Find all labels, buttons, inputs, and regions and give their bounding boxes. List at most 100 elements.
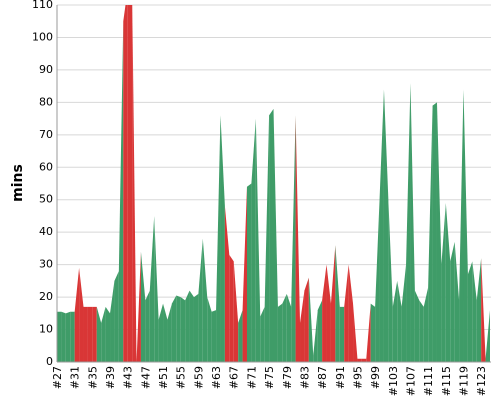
x-tick-label: #39: [104, 366, 117, 389]
area-segment: [295, 115, 301, 362]
area-segment: [224, 206, 230, 362]
area-segment: [419, 300, 424, 362]
area-segment: [101, 306, 106, 362]
area-segment: [401, 264, 407, 362]
area-segment: [83, 306, 88, 362]
labels: 0 10 20 30 40 50 60 70 80 90 100 110 #27 #31 #35 #39 #43…: [32, 0, 488, 396]
area-segment: [229, 254, 234, 362]
x-tick-label: #51: [157, 366, 170, 389]
area-segment: [379, 89, 384, 362]
area-segment: [375, 199, 380, 362]
area-segment: [436, 102, 442, 362]
area-segment: [136, 251, 141, 362]
area-segment: [273, 108, 278, 362]
area-segment: [92, 306, 97, 362]
area-segment: [414, 290, 420, 362]
x-tick-label: #111: [422, 366, 435, 396]
area-segment: [193, 293, 199, 362]
x-tick-label: #115: [440, 366, 453, 396]
x-tick-label: #87: [316, 366, 329, 389]
area-segment: [220, 115, 225, 362]
x-tick-label: #79: [281, 366, 294, 389]
area-segment: [167, 303, 172, 362]
y-tick-label: 70: [39, 128, 53, 141]
area-segment: [410, 82, 415, 362]
x-tick-label: #67: [228, 366, 241, 389]
y-tick-label: 90: [39, 63, 53, 76]
area-segment: [388, 199, 393, 362]
area-segment: [370, 303, 376, 362]
area-segment: [392, 280, 398, 362]
area-segment: [322, 264, 327, 362]
area-segment: [123, 5, 128, 362]
area-segment: [348, 264, 354, 362]
area-segment: [432, 102, 437, 362]
x-tick-label: #59: [192, 366, 205, 389]
area-segment: [171, 295, 177, 362]
area-segment: [441, 202, 446, 362]
area-segment: [105, 306, 111, 362]
area-segment: [238, 310, 243, 362]
area-segment: [361, 358, 367, 362]
area-segment: [339, 306, 345, 362]
y-tick-label: 0: [46, 355, 53, 368]
area-segment: [397, 280, 402, 362]
area-segment: [344, 264, 349, 362]
area-segment: [163, 303, 168, 362]
area-segment: [383, 89, 389, 362]
area-segment: [308, 277, 314, 362]
area-segment: [176, 295, 181, 362]
area-segment: [450, 241, 455, 362]
x-tick-label: #119: [457, 366, 470, 396]
area-segment: [326, 264, 331, 362]
area-segment: [132, 5, 137, 362]
area-segment: [61, 311, 66, 362]
area-segment: [476, 258, 482, 362]
area-segment: [202, 238, 208, 362]
area-segment: [304, 277, 309, 362]
area-segment: [445, 202, 451, 362]
x-tick-label: #55: [175, 366, 188, 389]
x-tick-label: #47: [139, 366, 152, 389]
area-segment: [317, 300, 323, 362]
area-segment: [282, 293, 287, 362]
area-segment: [260, 306, 265, 362]
x-tick-label: #99: [369, 366, 382, 389]
y-tick-label: 80: [39, 95, 53, 108]
area-segment: [330, 245, 336, 362]
area-segment: [140, 251, 146, 362]
x-tick-label: #75: [263, 366, 276, 389]
area-segment: [255, 118, 261, 362]
area-segment: [406, 82, 411, 362]
area-segment: [472, 261, 477, 362]
area-segment: [154, 215, 159, 362]
area-segment: [481, 258, 486, 362]
area-segment: [185, 290, 190, 362]
area-segment: [353, 303, 358, 362]
area-segment: [158, 303, 164, 362]
x-tick-label: #83: [298, 366, 311, 389]
area-segment: [423, 287, 429, 362]
area-segment: [335, 245, 340, 362]
area-segment: [242, 186, 247, 362]
area-segment: [110, 280, 115, 362]
area-segment: [87, 306, 93, 362]
y-tick-label: 30: [39, 258, 53, 271]
area-segment: [291, 115, 296, 362]
y-axis-label: mins: [10, 164, 26, 202]
area: [57, 5, 490, 362]
area-segment: [366, 303, 371, 362]
area-segment: [454, 241, 460, 362]
area-segment: [198, 238, 203, 362]
area-segment: [189, 290, 194, 362]
x-tick-label: #123: [475, 366, 488, 396]
area-segment: [286, 293, 292, 362]
area-segment: [459, 89, 464, 362]
area-segment: [211, 310, 217, 362]
y-tick-label: 10: [39, 323, 53, 336]
area-segment: [96, 306, 102, 362]
area-segment: [74, 267, 80, 362]
area-segment: [127, 5, 133, 362]
x-tick-label: #63: [210, 366, 223, 389]
